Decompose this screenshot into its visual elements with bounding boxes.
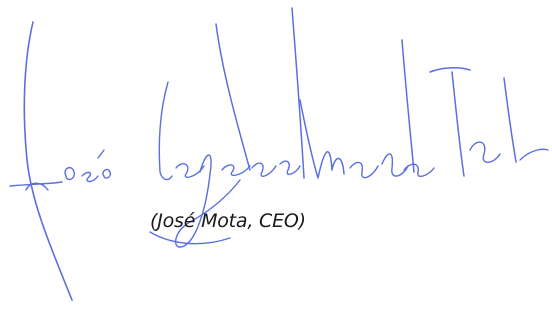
signature-caption: (José Mota, CEO) [150, 210, 306, 232]
